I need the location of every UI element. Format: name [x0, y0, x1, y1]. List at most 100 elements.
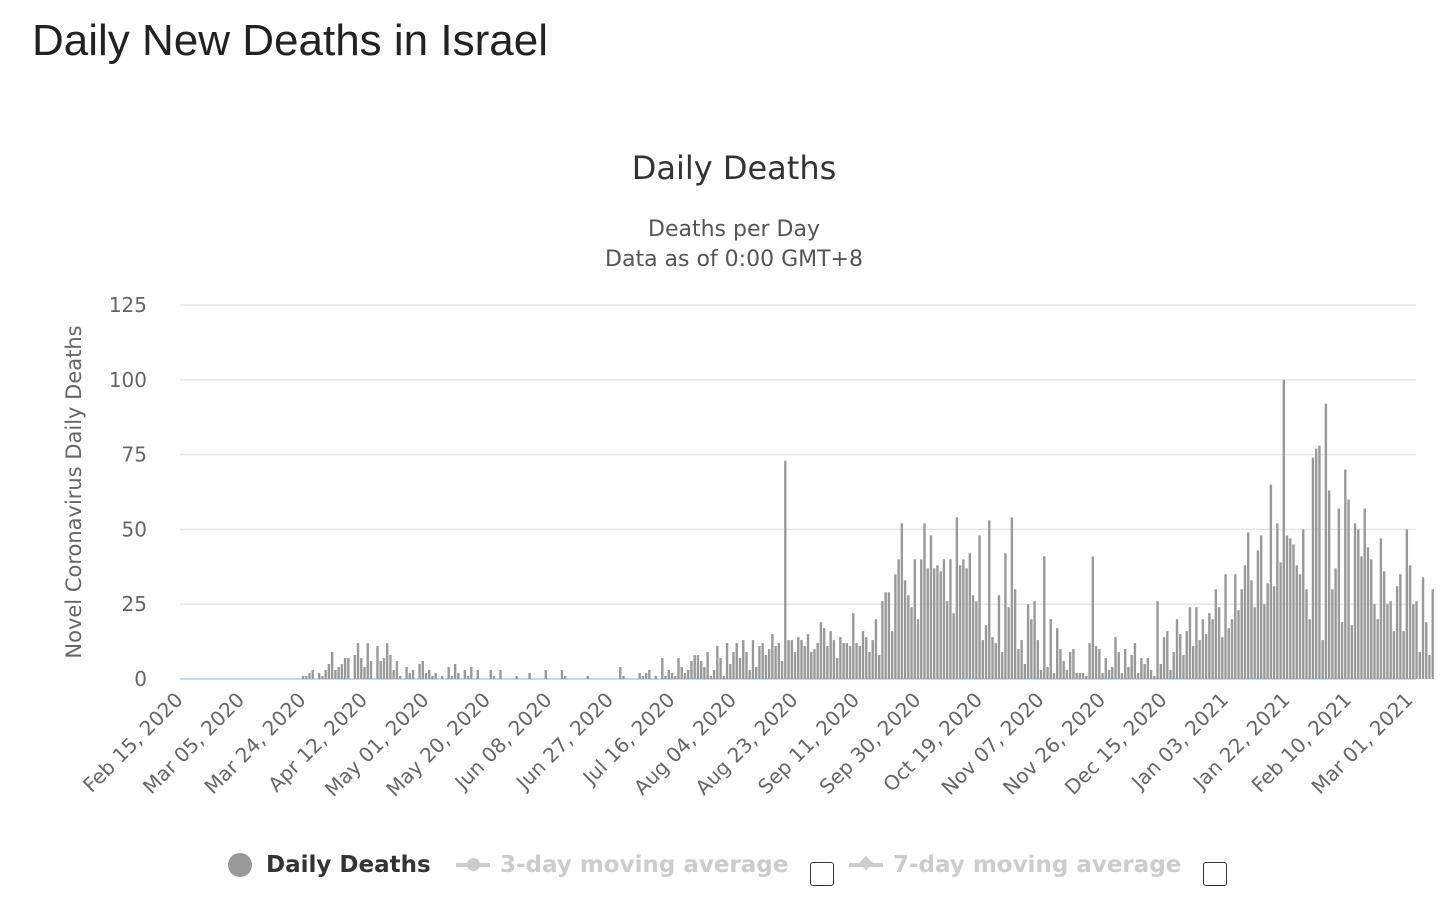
bar [845, 643, 849, 679]
bar [1020, 640, 1023, 679]
bar [813, 649, 816, 679]
bar [1266, 583, 1269, 679]
bar [334, 670, 337, 679]
bar [395, 661, 399, 679]
bar [816, 643, 819, 679]
bar [1033, 601, 1036, 679]
bar [1198, 640, 1201, 679]
bar [738, 658, 742, 679]
bar [897, 559, 900, 679]
bar [855, 643, 858, 679]
bar [405, 667, 408, 679]
bar [1175, 619, 1179, 679]
bar [719, 658, 722, 679]
3-day-average-checkbox[interactable] [810, 862, 834, 886]
bar [440, 676, 444, 679]
bar [1146, 658, 1150, 679]
bar [913, 559, 916, 679]
bar [301, 676, 305, 679]
bar [1039, 670, 1043, 679]
bar [1227, 628, 1230, 679]
bar [1289, 538, 1292, 679]
bar [703, 667, 706, 679]
bar [434, 673, 437, 679]
bar [1259, 535, 1263, 679]
bar [787, 640, 790, 679]
bar [1402, 631, 1405, 679]
bar [1428, 655, 1431, 679]
bar [1143, 664, 1146, 679]
bar [1314, 448, 1318, 679]
legend-label: 3-day moving average [500, 852, 789, 878]
bar [822, 628, 826, 679]
bar [661, 658, 664, 679]
bar [984, 625, 988, 679]
bar [971, 595, 975, 679]
bar [398, 676, 402, 679]
bar [709, 676, 713, 679]
bar [758, 646, 761, 679]
legend-item-3-day-average[interactable]: 3-day moving average [456, 852, 788, 878]
bar [353, 655, 356, 679]
bar [1162, 637, 1166, 679]
y-tick-label: 125 [109, 293, 147, 317]
bar [1094, 646, 1098, 679]
bar [842, 643, 845, 679]
bar [1217, 607, 1221, 679]
bar [1046, 667, 1049, 679]
legend-item-daily-deaths[interactable]: Daily Deaths [228, 852, 431, 878]
bar [1182, 655, 1185, 679]
bar [1010, 517, 1014, 679]
y-tick-label: 25 [122, 592, 147, 616]
bar [457, 673, 460, 679]
bar [1272, 586, 1276, 679]
bar [826, 646, 829, 679]
bar [622, 676, 625, 679]
bar [1107, 670, 1111, 679]
bar [975, 601, 978, 679]
bar [1195, 607, 1198, 679]
bar [751, 640, 755, 679]
bar [933, 568, 936, 679]
bar [1353, 523, 1357, 679]
bar [687, 670, 690, 679]
bar [920, 559, 923, 679]
bar [771, 634, 774, 679]
bar [832, 640, 836, 679]
bar [929, 535, 933, 679]
bar [1211, 619, 1214, 679]
bar [729, 664, 732, 679]
bar [761, 643, 764, 679]
bar [379, 661, 382, 679]
bar [767, 649, 771, 679]
bar [1408, 565, 1412, 679]
bar [463, 670, 467, 679]
7-day-average-checkbox[interactable] [1203, 862, 1227, 886]
diamond-line-marker-icon [849, 855, 883, 871]
chart-legend: Daily Deaths 3-day moving average 7-day … [0, 852, 1443, 892]
bar [1412, 604, 1415, 679]
bar [884, 592, 887, 679]
chart-title: Daily Deaths [632, 149, 837, 187]
daily-deaths-chart: Daily Deaths Deaths per Day Data as of 0… [62, 149, 1434, 801]
bar [1389, 601, 1392, 679]
legend-item-7-day-average[interactable]: 7-day moving average [849, 852, 1181, 878]
bar [1269, 484, 1273, 679]
bar [1075, 673, 1078, 679]
bar [874, 619, 878, 679]
bar [1185, 631, 1188, 679]
bar [337, 667, 340, 679]
y-tick-label: 100 [109, 368, 147, 392]
chart-subtitle-line-2: Data as of 0:00 GMT+8 [605, 247, 863, 272]
bar [877, 655, 881, 679]
bar [819, 622, 823, 679]
bar [1056, 628, 1059, 679]
bar [466, 676, 470, 679]
bar [1007, 607, 1010, 679]
bar [1188, 607, 1192, 679]
bar [1072, 649, 1075, 679]
bar [780, 661, 784, 679]
bar [1373, 604, 1376, 679]
bar [1156, 601, 1159, 679]
bar [1363, 508, 1366, 679]
